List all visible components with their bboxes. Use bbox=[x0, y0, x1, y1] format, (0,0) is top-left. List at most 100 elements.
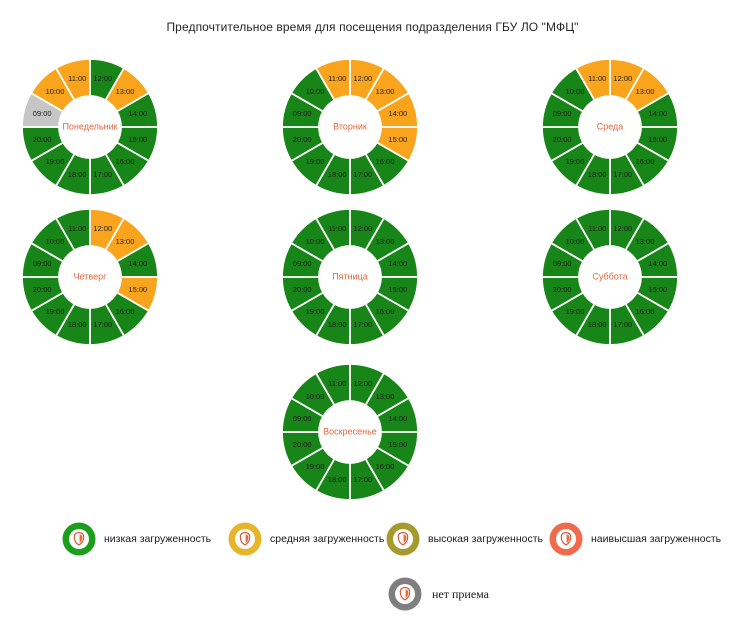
pie-segment bbox=[314, 363, 351, 407]
time-label: 14:00 bbox=[648, 259, 667, 268]
time-label: 19:00 bbox=[306, 307, 325, 316]
legend-item-low: низкая загруженность bbox=[62, 522, 211, 556]
time-label: 20:00 bbox=[553, 135, 572, 144]
time-label: 09:00 bbox=[293, 414, 312, 423]
time-label: 16:00 bbox=[376, 157, 395, 166]
time-label: 16:00 bbox=[376, 462, 395, 471]
mfc-emblem-flame bbox=[405, 589, 409, 599]
donut-chart-5: 12:00 13:00 14:00 15:00 16:00 17:00 18:00 19:00… bbox=[275, 202, 425, 352]
no-reception-icon bbox=[388, 577, 422, 611]
day-label: Вторник bbox=[333, 121, 367, 131]
time-label: 18:00 bbox=[328, 320, 347, 329]
time-label: 09:00 bbox=[33, 259, 52, 268]
time-label: 11:00 bbox=[588, 224, 606, 233]
legend-icon-svg bbox=[62, 522, 96, 556]
time-label: 17:00 bbox=[93, 320, 112, 329]
day-label: Пятница bbox=[332, 271, 368, 281]
donut-chart-7: 12:00 13:00 14:00 15:00 16:00 17:00 18:00 19:00… bbox=[275, 357, 425, 507]
legend-icon-svg bbox=[228, 522, 262, 556]
pie-segment bbox=[54, 58, 91, 102]
low-load-icon bbox=[62, 522, 96, 556]
time-label: 20:00 bbox=[293, 440, 312, 449]
pie-segment bbox=[574, 58, 611, 102]
time-label: 15:00 bbox=[648, 135, 667, 144]
donut-svg: 12:00 13:00 14:00 15:00 16:00 17:00 18:0019:00… bbox=[281, 208, 419, 346]
time-label: 13:00 bbox=[636, 87, 655, 96]
time-label: 13:00 bbox=[636, 237, 655, 246]
time-label: 16:00 bbox=[376, 307, 395, 316]
mfc-emblem-flame bbox=[566, 534, 570, 544]
time-label: 09:00 bbox=[293, 259, 312, 268]
medium-load-icon bbox=[228, 522, 262, 556]
donut-svg: 12:00 13:00 14:00 15:00 16:00 17:00 18:0019:00… bbox=[541, 208, 679, 346]
mfc-emblem-flame bbox=[403, 534, 407, 544]
time-label: 11:00 bbox=[68, 74, 86, 83]
time-label: 13:00 bbox=[116, 87, 135, 96]
donut-chart-2: 12:00 13:00 14:00 15:00 16:00 17:00 18:00 19:00… bbox=[275, 52, 425, 202]
time-label: 14:00 bbox=[388, 109, 407, 118]
time-label: 17:00 bbox=[353, 170, 372, 179]
time-label: 12:00 bbox=[613, 74, 632, 83]
mfc-emblem-flame bbox=[245, 534, 249, 544]
time-label: 14:00 bbox=[128, 109, 147, 118]
time-label: 20:00 bbox=[553, 285, 572, 294]
time-label: 15:00 bbox=[388, 440, 407, 449]
legend-icon-svg bbox=[388, 577, 422, 611]
time-label: 15:00 bbox=[388, 135, 407, 144]
time-label: 12:00 bbox=[353, 74, 372, 83]
legend-icon-svg bbox=[386, 522, 420, 556]
pie-segment bbox=[314, 208, 351, 252]
time-label: 18:00 bbox=[328, 475, 347, 484]
time-label: 12:00 bbox=[353, 224, 372, 233]
time-label: 16:00 bbox=[116, 307, 135, 316]
chart-title: Предпочтительное время для посещения под… bbox=[166, 20, 579, 34]
time-label: 15:00 bbox=[128, 135, 147, 144]
time-label: 15:00 bbox=[128, 285, 147, 294]
time-label: 20:00 bbox=[33, 135, 52, 144]
time-label: 19:00 bbox=[306, 462, 325, 471]
highest-load-icon bbox=[549, 522, 583, 556]
time-label: 12:00 bbox=[353, 379, 372, 388]
time-label: 12:00 bbox=[613, 224, 632, 233]
legend-item-label: наивысшая загруженность bbox=[591, 533, 722, 545]
time-label: 16:00 bbox=[116, 157, 135, 166]
time-label: 11:00 bbox=[588, 74, 606, 83]
time-label: 19:00 bbox=[566, 157, 585, 166]
donut-svg: 12:00 13:00 14:00 15:00 16:00 17:00 18:0019:00… bbox=[21, 58, 159, 196]
time-label: 19:00 bbox=[46, 157, 65, 166]
time-label: 10:00 bbox=[46, 237, 65, 246]
time-label: 09:00 bbox=[293, 109, 312, 118]
time-label: 16:00 bbox=[636, 307, 655, 316]
legend-item-highest: наивысшая загруженность bbox=[549, 522, 721, 556]
high-load-icon bbox=[386, 522, 420, 556]
time-label: 17:00 bbox=[613, 170, 632, 179]
time-label: 10:00 bbox=[306, 87, 325, 96]
time-label: 12:00 bbox=[93, 74, 112, 83]
day-label: Суббота bbox=[592, 271, 627, 281]
mfc-emblem-flame bbox=[79, 534, 83, 544]
time-label: 10:00 bbox=[566, 87, 585, 96]
legend-item-medium: средняя загруженность bbox=[228, 522, 384, 556]
donut-svg: 12:00 13:00 14:00 15:00 16:00 17:00 18:0019:00… bbox=[281, 363, 419, 501]
legend-item-no-reception: нет приема bbox=[388, 577, 489, 611]
donut-chart-1: 12:00 13:00 14:00 15:00 16:00 17:00 18:00 19:00… bbox=[15, 52, 165, 202]
legend-item-label: высокая загруженность bbox=[428, 533, 544, 545]
donut-svg: 12:00 13:00 14:00 15:00 16:00 17:00 18:0019:00… bbox=[21, 208, 159, 346]
time-label: 20:00 bbox=[293, 285, 312, 294]
time-label: 11:00 bbox=[328, 74, 346, 83]
time-label: 11:00 bbox=[68, 224, 86, 233]
time-label: 13:00 bbox=[116, 237, 135, 246]
time-label: 17:00 bbox=[613, 320, 632, 329]
donut-chart-3: 12:00 13:00 14:00 15:00 16:00 17:00 18:00 19:00… bbox=[535, 52, 685, 202]
time-label: 15:00 bbox=[648, 285, 667, 294]
legend-item-label: средняя загруженность bbox=[270, 533, 385, 545]
pie-segment bbox=[54, 208, 91, 252]
time-label: 19:00 bbox=[46, 307, 65, 316]
donut-chart-6: 12:00 13:00 14:00 15:00 16:00 17:00 18:00 19:00… bbox=[535, 202, 685, 352]
time-label: 17:00 bbox=[93, 170, 112, 179]
time-label: 10:00 bbox=[306, 392, 325, 401]
donut-chart-4: 12:00 13:00 14:00 15:00 16:00 17:00 18:00 19:00… bbox=[15, 202, 165, 352]
time-label: 13:00 bbox=[376, 237, 395, 246]
time-label: 14:00 bbox=[388, 414, 407, 423]
time-label: 14:00 bbox=[648, 109, 667, 118]
